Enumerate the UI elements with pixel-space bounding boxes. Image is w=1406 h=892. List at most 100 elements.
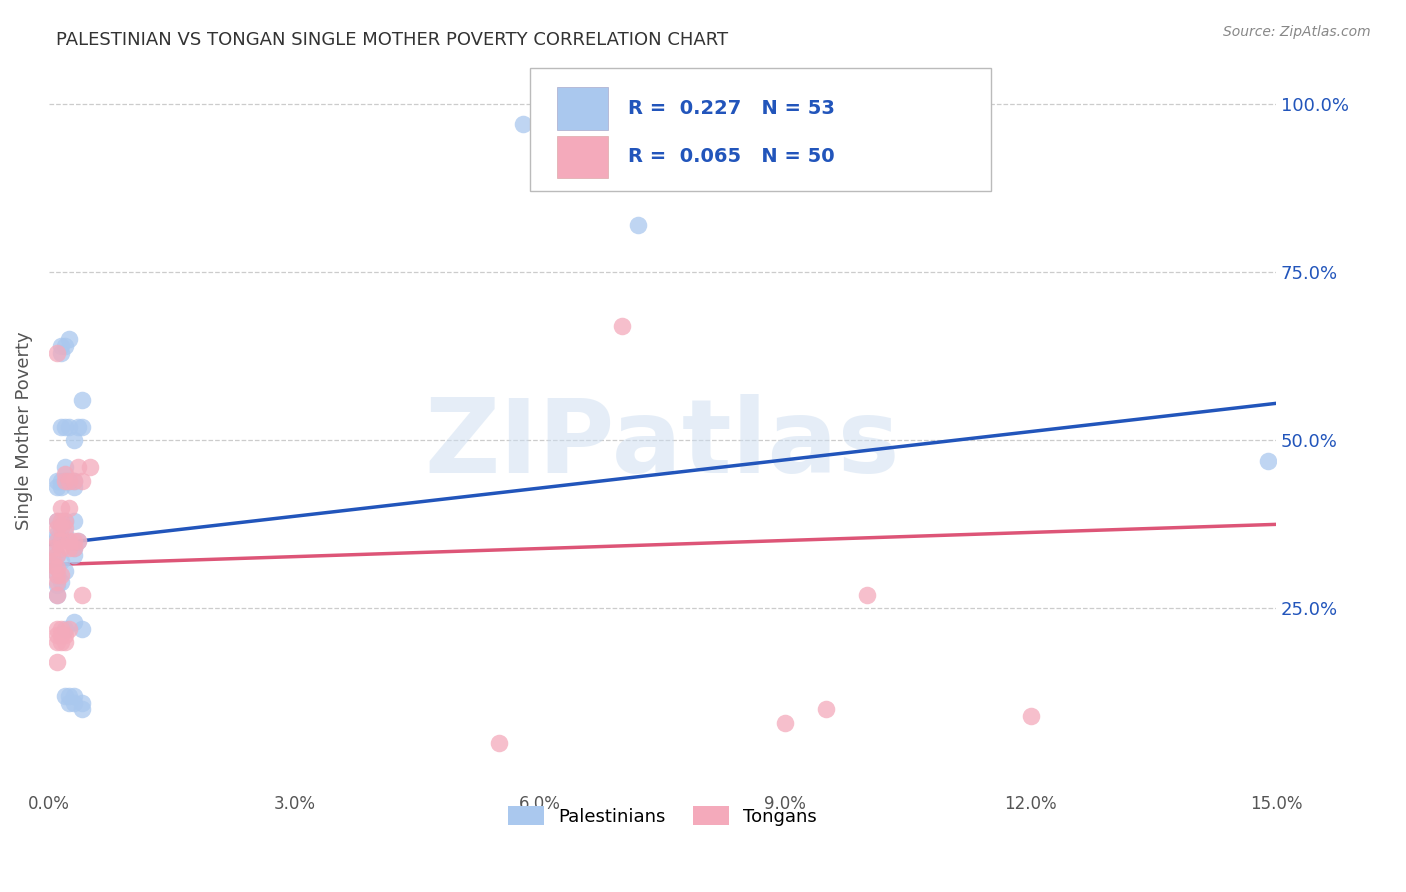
Point bbox=[53, 474, 76, 488]
FancyBboxPatch shape bbox=[530, 69, 991, 192]
Point bbox=[46, 578, 69, 592]
Point bbox=[46, 474, 69, 488]
Point bbox=[58, 474, 80, 488]
Point bbox=[51, 635, 73, 649]
Point bbox=[53, 635, 76, 649]
Point bbox=[51, 541, 73, 555]
Legend: Palestinians, Tongans: Palestinians, Tongans bbox=[499, 797, 827, 835]
Point bbox=[1019, 709, 1042, 723]
Point bbox=[610, 319, 633, 334]
Point bbox=[51, 480, 73, 494]
Point bbox=[46, 534, 69, 549]
Point bbox=[627, 218, 650, 232]
Point bbox=[46, 531, 69, 545]
Point bbox=[1257, 453, 1279, 467]
Point bbox=[42, 554, 65, 568]
Y-axis label: Single Mother Poverty: Single Mother Poverty bbox=[15, 331, 32, 530]
Point bbox=[58, 689, 80, 703]
FancyBboxPatch shape bbox=[557, 136, 609, 178]
Point bbox=[46, 655, 69, 669]
Point bbox=[51, 534, 73, 549]
Point bbox=[46, 588, 69, 602]
Point bbox=[62, 480, 84, 494]
Text: R =  0.065   N = 50: R = 0.065 N = 50 bbox=[628, 147, 835, 167]
Point bbox=[51, 567, 73, 582]
Point bbox=[51, 420, 73, 434]
Point bbox=[51, 628, 73, 642]
Point bbox=[66, 534, 89, 549]
Text: R =  0.227   N = 53: R = 0.227 N = 53 bbox=[628, 99, 835, 119]
Point bbox=[62, 541, 84, 555]
Point bbox=[51, 500, 73, 515]
Point bbox=[46, 480, 69, 494]
Point bbox=[42, 541, 65, 555]
Point bbox=[62, 534, 84, 549]
Point bbox=[62, 696, 84, 710]
Point bbox=[58, 541, 80, 555]
Point bbox=[62, 548, 84, 562]
Point bbox=[53, 339, 76, 353]
Point bbox=[51, 346, 73, 360]
Point bbox=[62, 689, 84, 703]
Point bbox=[53, 514, 76, 528]
Point bbox=[46, 628, 69, 642]
Point bbox=[66, 420, 89, 434]
Point bbox=[42, 558, 65, 572]
Point bbox=[46, 514, 69, 528]
Point bbox=[53, 527, 76, 541]
Point bbox=[53, 460, 76, 475]
Point bbox=[58, 474, 80, 488]
Point bbox=[70, 696, 93, 710]
Point bbox=[46, 561, 69, 575]
Text: ZIPatlas: ZIPatlas bbox=[425, 394, 900, 495]
Point bbox=[46, 574, 69, 589]
Point bbox=[53, 420, 76, 434]
Point bbox=[46, 635, 69, 649]
Point bbox=[51, 514, 73, 528]
Point bbox=[51, 531, 73, 545]
Point bbox=[70, 622, 93, 636]
Point bbox=[488, 736, 510, 750]
Point bbox=[46, 567, 69, 582]
Point bbox=[53, 628, 76, 642]
Point bbox=[51, 521, 73, 535]
Point bbox=[51, 574, 73, 589]
Text: PALESTINIAN VS TONGAN SINGLE MOTHER POVERTY CORRELATION CHART: PALESTINIAN VS TONGAN SINGLE MOTHER POVE… bbox=[56, 31, 728, 49]
Point bbox=[53, 467, 76, 481]
Point bbox=[46, 588, 69, 602]
Point bbox=[62, 514, 84, 528]
Point bbox=[58, 420, 80, 434]
Point bbox=[53, 514, 76, 528]
Point bbox=[51, 474, 73, 488]
Point bbox=[70, 588, 93, 602]
Point bbox=[53, 521, 76, 535]
Point bbox=[42, 541, 65, 555]
Point bbox=[58, 500, 80, 515]
Point bbox=[815, 702, 838, 716]
Point bbox=[58, 333, 80, 347]
Point bbox=[773, 715, 796, 730]
Point bbox=[66, 460, 89, 475]
Point bbox=[46, 622, 69, 636]
Point bbox=[46, 548, 69, 562]
Point bbox=[46, 346, 69, 360]
Point bbox=[53, 689, 76, 703]
Point bbox=[51, 622, 73, 636]
FancyBboxPatch shape bbox=[557, 87, 609, 130]
Point bbox=[79, 460, 101, 475]
Point bbox=[46, 567, 69, 582]
Point bbox=[53, 474, 76, 488]
Point bbox=[70, 420, 93, 434]
Point bbox=[51, 514, 73, 528]
Point bbox=[58, 696, 80, 710]
Point bbox=[70, 392, 93, 407]
Text: Source: ZipAtlas.com: Source: ZipAtlas.com bbox=[1223, 25, 1371, 39]
Point bbox=[62, 474, 84, 488]
Point bbox=[51, 554, 73, 568]
Point bbox=[58, 622, 80, 636]
Point bbox=[46, 527, 69, 541]
Point bbox=[51, 339, 73, 353]
Point bbox=[62, 615, 84, 629]
Point bbox=[42, 558, 65, 572]
Point bbox=[62, 434, 84, 448]
